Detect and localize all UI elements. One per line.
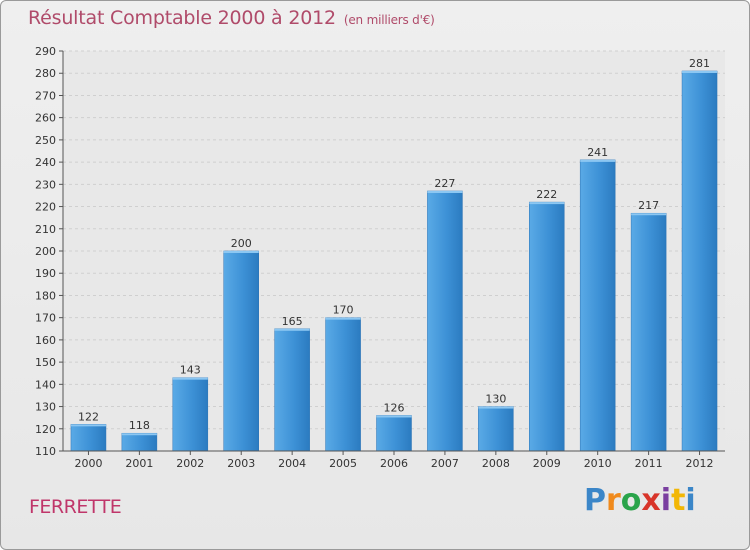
data-label: 217 (638, 199, 659, 212)
bar-top-highlight (223, 251, 259, 253)
y-tick-label: 250 (35, 134, 56, 147)
data-label: 222 (536, 188, 557, 201)
bar-top-highlight (682, 71, 718, 73)
bar (478, 406, 514, 452)
logo-letter: t (671, 483, 686, 518)
logo-letter: r (606, 483, 621, 518)
proxiti-logo[interactable]: Proxiti (584, 483, 696, 518)
logo-letter: P (584, 483, 606, 518)
data-label: 165 (282, 315, 303, 328)
bar-top-highlight (121, 433, 157, 436)
data-label: 122 (78, 410, 99, 423)
bar-top-highlight (325, 317, 361, 320)
bar (427, 190, 463, 452)
chart-subtitle: (en milliers d'€) (343, 13, 435, 27)
x-tick-label: 2009 (533, 457, 561, 470)
y-tick-label: 220 (35, 201, 56, 214)
y-tick-label: 290 (35, 45, 56, 58)
bar (579, 159, 616, 452)
x-tick-label: 2011 (635, 457, 663, 470)
x-tick-label: 2001 (125, 457, 153, 470)
x-tick-label: 2010 (584, 457, 612, 470)
y-tick-label: 170 (35, 312, 56, 325)
logo-letter: o (620, 483, 642, 518)
bar (172, 377, 209, 452)
bar-top-highlight (376, 415, 412, 418)
y-tick-label: 200 (35, 245, 56, 258)
bar (70, 424, 107, 452)
data-label: 227 (434, 177, 455, 190)
x-tick-label: 2012 (686, 457, 714, 470)
bar (325, 317, 361, 452)
bar (223, 250, 259, 452)
x-tick-label: 2006 (380, 457, 408, 470)
bar-layer: 122 118 143 200 165 170 126 227 130 222 241 217 281 (70, 57, 718, 452)
data-label: 241 (587, 146, 608, 159)
x-tick-label: 2007 (431, 457, 459, 470)
logo-letter: i (660, 483, 672, 518)
y-tick-label: 260 (35, 112, 56, 125)
bar-top-highlight (580, 159, 616, 162)
bar-top-highlight (172, 377, 208, 380)
y-tick-label: 180 (35, 289, 56, 302)
y-tick-label: 150 (35, 356, 56, 369)
title-text: Résultat Comptable 2000 à 2012 (28, 7, 336, 29)
y-tick-label: 280 (35, 67, 56, 80)
bar-top-highlight (631, 213, 667, 216)
bar-top-highlight (70, 424, 106, 427)
logo-letter: x (641, 483, 661, 518)
bar (681, 70, 718, 452)
bar (274, 328, 310, 452)
data-label: 200 (231, 237, 252, 250)
bar (121, 432, 158, 452)
logo-letter: i (685, 483, 696, 518)
y-tick-label: 190 (35, 267, 56, 280)
axis-layer: 110 120 130 140 150 160 170 180 190 200 210 220 230 2… (35, 45, 725, 470)
data-label: 126 (384, 401, 405, 414)
town-name: FERRETTE (29, 496, 122, 518)
bar-top-highlight (427, 191, 463, 193)
chart-title: Résultat Comptable 2000 à 2012 (en millie… (28, 7, 435, 29)
grid-layer (63, 50, 725, 452)
data-label: 281 (689, 57, 710, 70)
y-tick-label: 270 (35, 89, 56, 102)
y-tick-label: 120 (35, 423, 56, 436)
data-label: 118 (129, 419, 150, 432)
bar (376, 415, 412, 452)
data-label: 170 (333, 304, 354, 317)
bar (529, 201, 565, 452)
data-label: 130 (485, 393, 506, 406)
bar-top-highlight (529, 202, 565, 205)
bar-top-highlight (274, 328, 310, 331)
y-tick-label: 240 (35, 156, 56, 169)
bar (630, 212, 667, 452)
x-tick-label: 2000 (74, 457, 102, 470)
x-tick-label: 2008 (482, 457, 510, 470)
y-tick-label: 230 (35, 178, 56, 191)
x-tick-label: 2002 (176, 457, 204, 470)
y-tick-label: 110 (35, 445, 56, 458)
data-label: 143 (180, 364, 201, 377)
y-tick-label: 210 (35, 223, 56, 236)
x-tick-label: 2005 (329, 457, 357, 470)
x-tick-label: 2003 (227, 457, 255, 470)
y-tick-label: 160 (35, 334, 56, 347)
bar-top-highlight (478, 406, 514, 409)
x-tick-label: 2004 (278, 457, 306, 470)
y-tick-label: 140 (35, 378, 56, 391)
y-tick-label: 130 (35, 401, 56, 414)
